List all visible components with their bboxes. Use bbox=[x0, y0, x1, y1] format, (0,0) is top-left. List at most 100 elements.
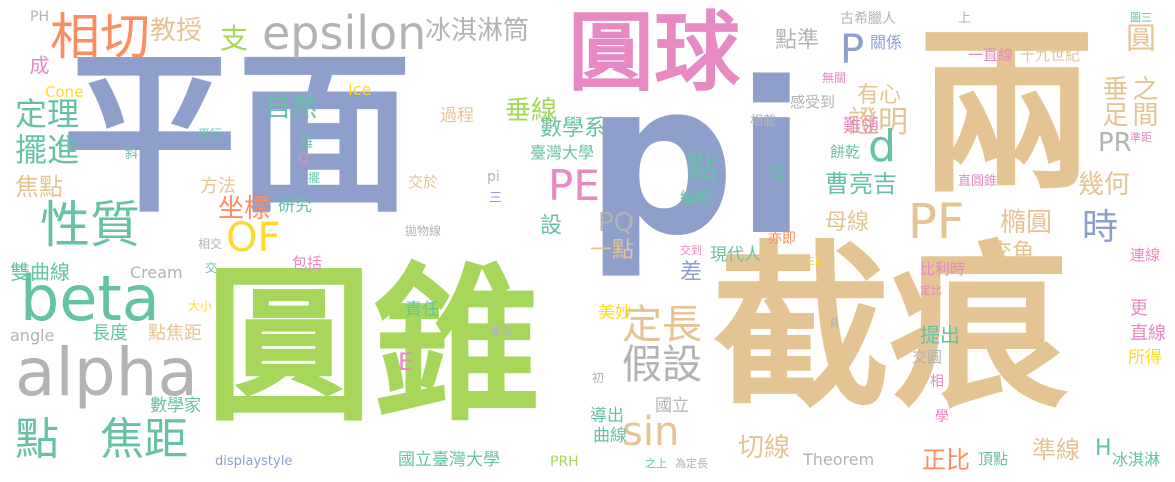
word-fangfa: 方法 bbox=[200, 176, 236, 197]
word-jiashe: 假設 bbox=[622, 342, 702, 388]
word-sin: sin bbox=[622, 409, 680, 455]
word-dianjiaoju: 點焦距 bbox=[148, 323, 202, 344]
word-jiaoyuan: 交圓 bbox=[912, 348, 943, 366]
word-yizhixian: 一直線 bbox=[968, 46, 1014, 64]
word-changdu: 長度 bbox=[92, 323, 128, 344]
word-chu: 初 bbox=[592, 371, 605, 385]
word-baijin: 擺進 bbox=[15, 131, 80, 169]
word-dingchang: 定長 bbox=[622, 302, 702, 348]
word-suode: 所得 bbox=[1128, 348, 1162, 368]
word-taiwan-univ: 臺灣大學 bbox=[530, 143, 595, 162]
word-pe: PE bbox=[548, 161, 600, 210]
word-cheng: 成 bbox=[26, 55, 50, 75]
word-d: d bbox=[868, 121, 896, 172]
word-zuobiao: 坐標 bbox=[218, 194, 271, 224]
word-binggan: 餅乾 bbox=[830, 143, 861, 161]
word-angle: angle bbox=[10, 326, 55, 345]
word-dian-vertical: 點 bbox=[681, 152, 716, 182]
word-tichu: 提出 bbox=[920, 323, 960, 347]
word-guanxi: 關係 bbox=[870, 33, 903, 52]
word-yuanqiu: 圓球 bbox=[568, 3, 740, 103]
word-ntu: 國立臺灣大學 bbox=[398, 450, 500, 470]
word-shi: 時 bbox=[1082, 207, 1119, 248]
word-h: H bbox=[1095, 436, 1112, 461]
word-meimiao: 美妙 bbox=[598, 303, 632, 323]
word-zhiyuanzhui: 直圓錐 bbox=[958, 174, 998, 189]
word-shang: 上 bbox=[958, 11, 972, 26]
word-zhixian: 直線 bbox=[1130, 323, 1166, 344]
word-ziran: 自然 bbox=[265, 93, 318, 123]
word-pf: PF bbox=[908, 194, 965, 250]
word-pi-small: pi bbox=[487, 169, 500, 185]
word-pingmian: 平面 bbox=[62, 34, 412, 237]
word-yidian: 一點 bbox=[590, 238, 635, 263]
word-q: Q bbox=[298, 151, 310, 167]
word-xie: 斜 bbox=[125, 147, 139, 162]
word-19c: 十九世紀 bbox=[1020, 46, 1081, 64]
word-alpha: alpha bbox=[15, 334, 198, 411]
word-prh: PRH bbox=[550, 454, 579, 470]
word-jiaojiao: 交角 bbox=[990, 240, 1035, 265]
word-dian: 點 bbox=[15, 414, 59, 465]
word-pq: PQ bbox=[598, 208, 635, 238]
word-jiehen: 截痕 bbox=[712, 225, 1068, 432]
word-shuxuexi: 數學系 bbox=[540, 116, 607, 141]
word-p: P bbox=[840, 27, 865, 73]
word-jiaoshou: 教授 bbox=[150, 16, 203, 46]
word-daochu: 導出 bbox=[590, 406, 624, 426]
word-zhengbi: 正比 bbox=[922, 446, 970, 474]
word-jiaoyu: 交於 bbox=[408, 173, 439, 191]
word-daxiao: 大小 bbox=[188, 299, 213, 313]
word-cha: 差 bbox=[680, 260, 703, 285]
word-xiangzai: 相載 bbox=[750, 114, 777, 129]
word-muxian: 母線 bbox=[825, 210, 870, 235]
word-icecream-zh: 冰淇淋 bbox=[1112, 450, 1161, 469]
word-theorem: Theorem bbox=[803, 450, 875, 469]
word-r: R bbox=[830, 317, 840, 332]
word-bai: 擺 bbox=[308, 171, 321, 185]
word-zhishang: 之上 bbox=[645, 457, 667, 470]
word-yanjiu: 研究 bbox=[278, 196, 312, 216]
word-san: 三 bbox=[489, 191, 503, 206]
word-jiaodian: 焦點 bbox=[15, 173, 63, 201]
word-jiaodao: 交到 bbox=[680, 244, 702, 257]
word-chuixian: 垂線 bbox=[505, 96, 558, 126]
word-dingdian: 頂點 bbox=[978, 450, 1009, 468]
word-zhijian: 之間 bbox=[1128, 75, 1158, 127]
word-xingzhi: 性質 bbox=[40, 196, 140, 254]
word-xiangqie: 相切 bbox=[50, 8, 150, 66]
word-tuoyuan: 橢圓 bbox=[1000, 208, 1053, 238]
word-zhunju: 準距 bbox=[1130, 131, 1152, 144]
word-nan: 難 bbox=[300, 136, 314, 151]
word-guocheng: 過程 bbox=[440, 106, 474, 126]
word-bilishi: 比利時 bbox=[920, 260, 966, 278]
word-beta: beta bbox=[20, 262, 160, 335]
word-xiangjiao: 相交 bbox=[198, 237, 223, 251]
word-ganshoudao: 感受到 bbox=[790, 93, 836, 111]
word-zhengming: 證明 bbox=[848, 105, 908, 140]
word-wuguan: 無關 bbox=[822, 71, 847, 85]
word-qiexian: 切線 bbox=[738, 433, 791, 463]
word-shuxuejia: 數學家 bbox=[150, 396, 201, 416]
word-yiji: 亦即 bbox=[768, 231, 796, 247]
word-ee: EE bbox=[808, 255, 822, 268]
word-dianzhun: 點準 bbox=[775, 28, 820, 53]
word-guoli: 國立 bbox=[655, 396, 689, 416]
word-weidingchang: 為定長 bbox=[675, 457, 708, 470]
word-e: E bbox=[398, 348, 414, 376]
word-chuizu: 垂足 bbox=[1098, 75, 1128, 127]
word-youxin: 有心 bbox=[857, 83, 902, 108]
word-paowuxian: 拋物線 bbox=[405, 224, 442, 238]
word-caoliangji: 曹亮吉 bbox=[825, 170, 897, 198]
word-cream: Cream bbox=[130, 263, 183, 282]
word-ice: Ice bbox=[348, 80, 372, 99]
word-yuanzhui: 圓錐 bbox=[205, 248, 541, 444]
word-dingli: 定理 bbox=[15, 95, 80, 133]
word-tusan: 圖三 bbox=[1130, 11, 1152, 24]
word-pi: pi bbox=[585, 37, 808, 282]
word-cone: Cone bbox=[45, 83, 84, 101]
word-dingbi: 定比 bbox=[920, 284, 942, 297]
word-liang: 兩 bbox=[918, 10, 1096, 217]
word-jiaoju: 焦距 bbox=[100, 414, 188, 465]
